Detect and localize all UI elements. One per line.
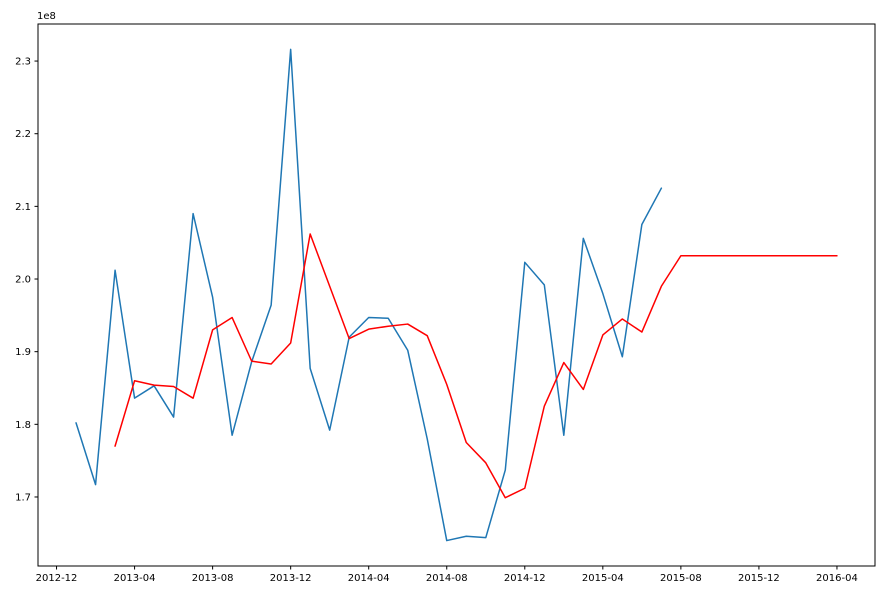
x-tick-label: 2013-04 — [114, 573, 156, 584]
y-tick-label: 2.3 — [15, 57, 31, 68]
y-tick-label: 1.7 — [15, 492, 31, 503]
x-tick-label: 2014-04 — [348, 573, 390, 584]
y-axis-offset-label: 1e8 — [37, 11, 56, 22]
axes-frame — [37, 23, 876, 567]
x-tick-label: 2015-04 — [582, 573, 624, 584]
x-tick-label: 2013-08 — [192, 573, 234, 584]
x-tick-label: 2016-04 — [816, 573, 858, 584]
series-red-line — [114, 233, 838, 499]
x-tick-label: 2012-12 — [36, 573, 78, 584]
x-tick-label: 2014-12 — [504, 573, 546, 584]
x-tick-label: 2015-12 — [738, 573, 780, 584]
x-tick-label: 2015-08 — [660, 573, 702, 584]
series-blue-line — [75, 48, 663, 542]
plot-area: 2012-12 2013-04 2013-08 2013-12 2014-04 2014-… — [15, 23, 876, 584]
y-tick-label: 1.8 — [15, 420, 31, 431]
y-tick-label: 2.0 — [15, 275, 31, 286]
x-tick-label: 2013-12 — [270, 573, 312, 584]
y-tick-label: 1.9 — [15, 347, 31, 358]
y-tick-label: 2.2 — [15, 129, 31, 140]
y-tick-label: 2.1 — [15, 202, 31, 213]
x-tick-label: 2014-08 — [426, 573, 468, 584]
